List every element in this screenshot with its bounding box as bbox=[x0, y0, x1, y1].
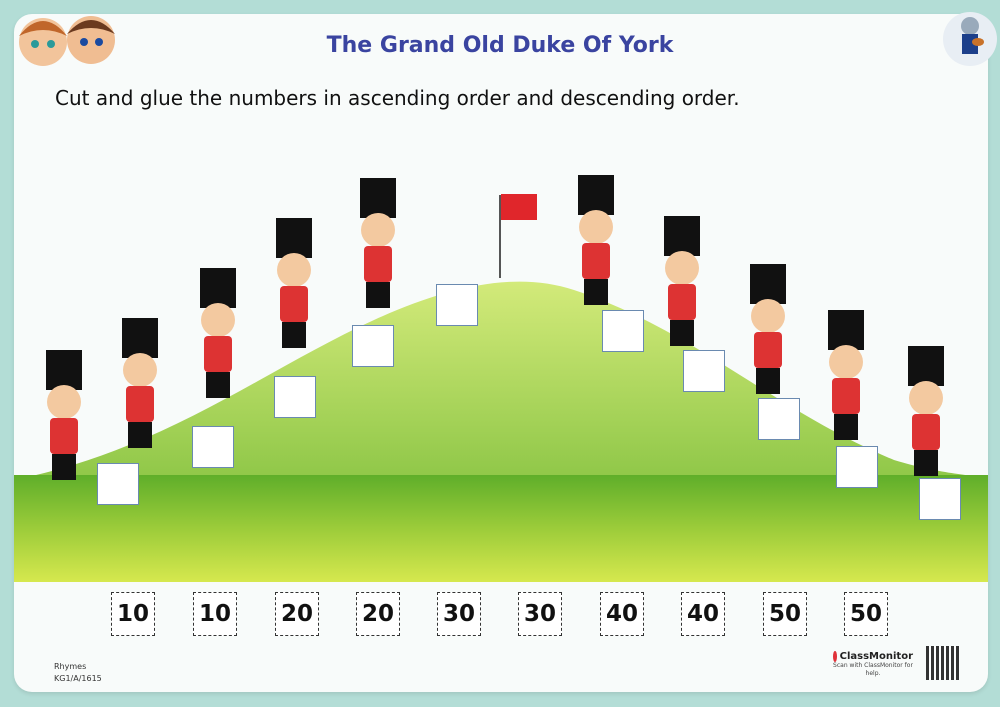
number-cutout[interactable]: 10 bbox=[193, 592, 237, 636]
page-title: The Grand Old Duke Of York bbox=[326, 33, 674, 58]
brand-name: ClassMonitor bbox=[839, 651, 913, 662]
glue-box-8[interactable] bbox=[758, 398, 800, 440]
glue-box-3[interactable] bbox=[274, 376, 316, 418]
glue-box-2[interactable] bbox=[192, 426, 234, 468]
number-cutout[interactable]: 50 bbox=[763, 592, 807, 636]
number-cutout[interactable]: 40 bbox=[600, 592, 644, 636]
kids-avatar-icon bbox=[19, 16, 115, 66]
number-cutout[interactable]: 50 bbox=[844, 592, 888, 636]
glue-box-7[interactable] bbox=[683, 350, 725, 392]
glue-box-4[interactable] bbox=[352, 325, 394, 367]
worksheet-code: Rhymes KG1/A/1615 bbox=[54, 661, 102, 685]
glue-box-1[interactable] bbox=[97, 463, 139, 505]
code-label: KG1/A/1615 bbox=[54, 674, 102, 683]
number-cutout[interactable]: 40 bbox=[681, 592, 725, 636]
help-text: Scan with ClassMonitor for help. bbox=[833, 662, 913, 677]
subject-label: Rhymes bbox=[54, 662, 87, 671]
number-cutout[interactable]: 30 bbox=[518, 592, 562, 636]
number-cutout[interactable]: 20 bbox=[356, 592, 400, 636]
instruction-text: Cut and glue the numbers in ascending or… bbox=[55, 86, 740, 110]
number-cutout[interactable]: 20 bbox=[275, 592, 319, 636]
classmonitor-logo-icon bbox=[833, 651, 837, 662]
number-cutout[interactable]: 30 bbox=[437, 592, 481, 636]
cat-violin-icon bbox=[943, 12, 997, 66]
glue-box-10[interactable] bbox=[919, 478, 961, 520]
hill-scene bbox=[14, 175, 988, 582]
flag-icon bbox=[501, 194, 537, 220]
brand-block: ClassMonitor Scan with ClassMonitor for … bbox=[833, 651, 913, 678]
glue-box-5[interactable] bbox=[436, 284, 478, 326]
glue-box-6[interactable] bbox=[602, 310, 644, 352]
glue-box-9[interactable] bbox=[836, 446, 878, 488]
soldiers bbox=[46, 175, 944, 480]
qr-code-icon[interactable] bbox=[926, 646, 960, 680]
number-cutout[interactable]: 10 bbox=[111, 592, 155, 636]
